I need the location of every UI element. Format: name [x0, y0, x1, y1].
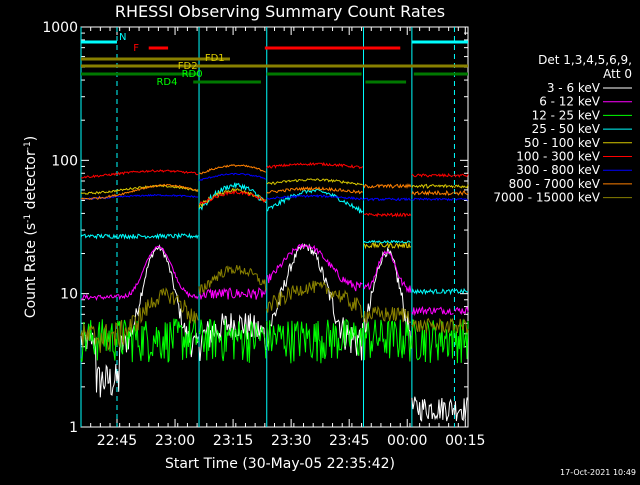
x-tick-label: 23:30 — [271, 433, 311, 449]
y-axis-label-mid: detector — [23, 150, 39, 214]
flag-label-rd0: RD0 — [182, 69, 203, 80]
night-markers — [80, 27, 455, 427]
legend-label: 12 - 25 keV — [532, 108, 601, 122]
x-tick-label: 23:15 — [213, 433, 253, 449]
series-line-3 — [80, 182, 469, 296]
y-axis-label-sup2: -1 — [23, 141, 33, 150]
legend-label: 100 - 300 keV — [516, 150, 600, 164]
y-axis-label-main: Count Rate (s — [23, 223, 39, 318]
flag-label-fd2: FD2 — [178, 61, 198, 72]
legend-label: 50 - 100 keV — [524, 136, 601, 150]
legend-header-detectors: Det 1,3,4,5,6,9, — [538, 53, 632, 67]
legend-header-attenuator: Att 0 — [603, 67, 632, 81]
x-tick-label: 22:45 — [97, 433, 137, 449]
y-tick-label: 10 — [60, 287, 78, 303]
y-axis-label-end: ) — [23, 136, 39, 141]
series-line-2 — [80, 318, 469, 364]
y-tick-label: 1 — [69, 420, 78, 436]
legend-label: 25 - 50 keV — [532, 122, 601, 136]
legend-label: 7000 - 15000 keV — [493, 191, 600, 205]
flag-label-n: N — [119, 32, 126, 43]
x-tick-label: 23:45 — [329, 433, 369, 449]
y-axis-label: Count Rate (s-1 detector-1) — [23, 136, 39, 318]
legend-label: 3 - 6 keV — [547, 81, 601, 95]
series-line-7 — [80, 164, 469, 200]
flag-label-fd1: FD1 — [205, 53, 225, 64]
series-line-6 — [80, 172, 469, 202]
y-axis-label-sup1: -1 — [23, 214, 33, 223]
legend-label: 6 - 12 keV — [539, 95, 601, 109]
chart-title: RHESSI Observing Summary Count Rates — [115, 2, 445, 21]
flag-label-rd4: RD4 — [156, 77, 177, 88]
y-tick-label: 100 — [51, 153, 78, 169]
legend-label: 800 - 7000 keV — [509, 177, 601, 191]
x-axis-label: Start Time (30-May-05 22:35:42) — [165, 456, 395, 472]
flag-label-f: F — [133, 43, 139, 54]
axis-ticks: 22:45 23:00 23:15 23:30 23:45 00:00 00:15 1 10 10… — [42, 20, 485, 449]
timestamp: 17-Oct-2021 10:49 — [560, 468, 636, 477]
series-layer — [80, 161, 469, 422]
series-line-8 — [80, 264, 469, 353]
y-tick-label: 1000 — [42, 20, 78, 36]
series-line-1 — [80, 243, 469, 317]
series-line-5 — [80, 161, 469, 218]
x-tick-label: 00:00 — [387, 433, 427, 449]
x-tick-label: 00:15 — [445, 433, 485, 449]
plot-frame — [80, 26, 469, 428]
series-line-4 — [80, 178, 469, 250]
x-tick-label: 23:00 — [155, 433, 195, 449]
legend-label: 300 - 800 keV — [516, 163, 600, 177]
